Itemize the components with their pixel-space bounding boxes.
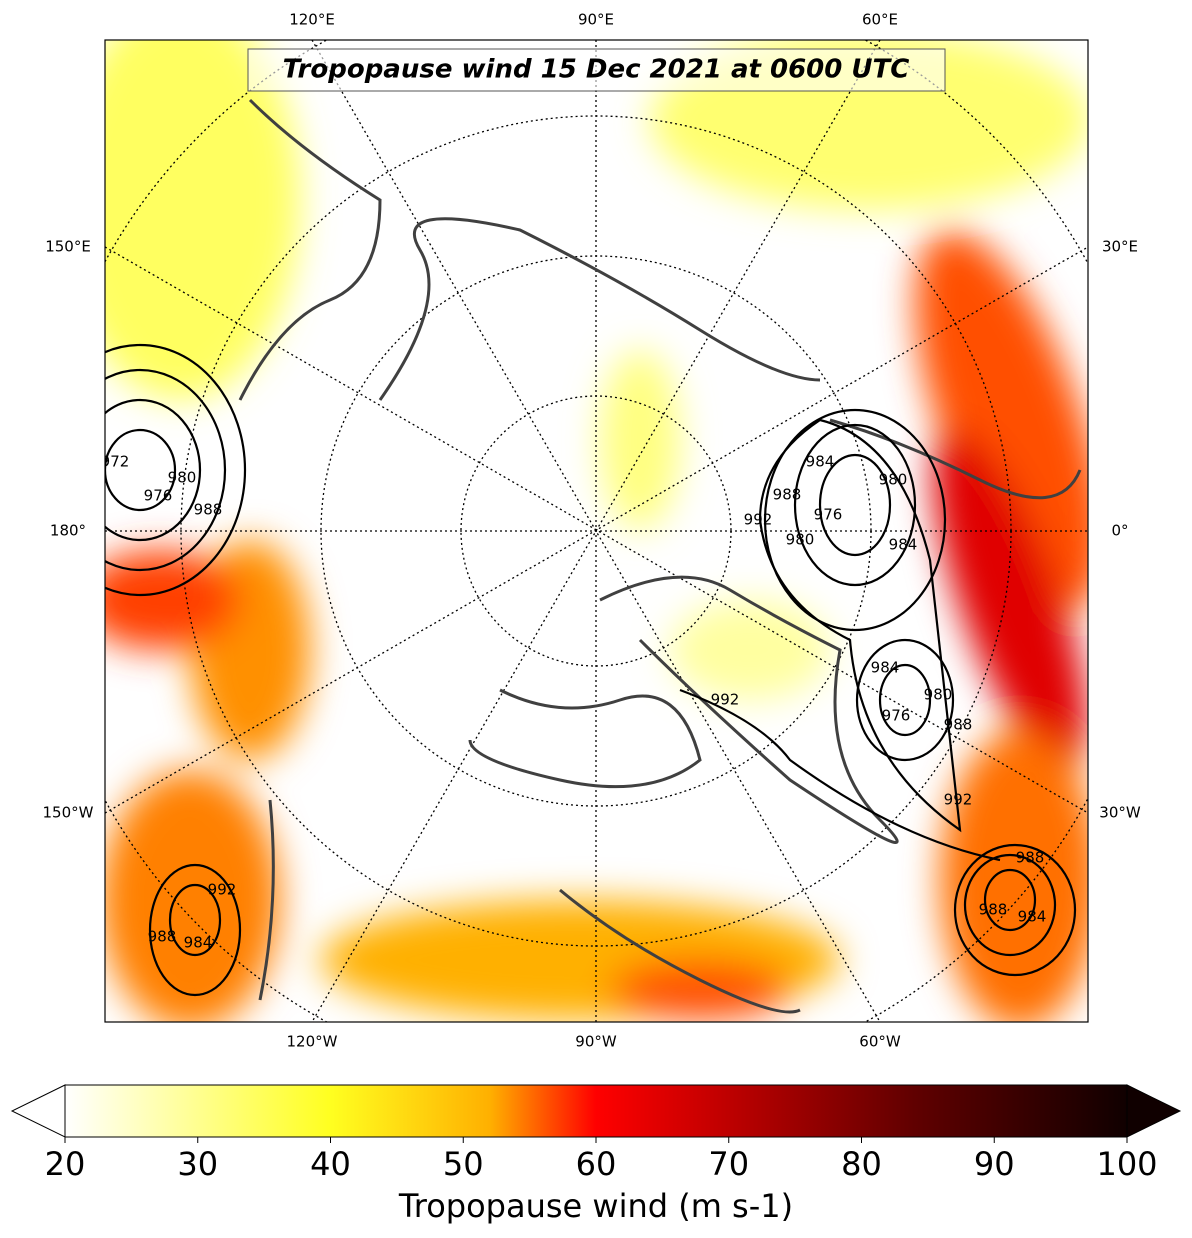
lon-label: 150°E: [45, 238, 91, 256]
lon-label: 120°W: [287, 1033, 338, 1051]
contour-label: 976: [882, 707, 911, 725]
colorbar-tick-label: 70: [708, 1145, 749, 1183]
contour-label: 988: [944, 716, 973, 734]
colorbar-tick-label: 50: [443, 1145, 484, 1183]
contour-label: 984: [871, 659, 900, 677]
colorbar-tick-label: 30: [177, 1145, 218, 1183]
map-title: Tropopause wind 15 Dec 2021 at 0600 UTC: [283, 55, 910, 85]
colorbar-extend-min: [10, 1084, 66, 1138]
colorbar-tick-label: 90: [974, 1145, 1015, 1183]
map-frame: [104, 39, 1089, 1023]
contour-label: 980: [168, 469, 197, 487]
lon-label: 60°E: [862, 11, 898, 29]
lon-label: 90°E: [578, 11, 614, 29]
contour-label: 976: [814, 506, 843, 524]
lon-label: 30°W: [1099, 804, 1141, 822]
title-box: [247, 48, 946, 92]
lon-label: 30°E: [1102, 238, 1138, 256]
colorbar-tick-label: 80: [841, 1145, 882, 1183]
contour-label: 980: [879, 471, 908, 489]
lon-label: 0°: [1111, 522, 1128, 540]
colorbar-extend-max: [1126, 1084, 1182, 1138]
colorbar-tick-label: 60: [576, 1145, 617, 1183]
contour-label: 988: [194, 501, 223, 519]
contour-label: 984: [184, 934, 213, 952]
contour-label: 980: [786, 531, 815, 549]
contour-label: 984: [889, 536, 918, 554]
contour-label: 984: [1018, 908, 1047, 926]
contour-label: 976: [144, 487, 173, 505]
contour-label: 972: [101, 453, 130, 471]
contour-label: 988: [148, 928, 177, 946]
colorbar: [65, 1085, 1127, 1137]
contour-label: 988: [1016, 849, 1045, 867]
lon-label: 60°W: [859, 1033, 901, 1051]
lon-label: 180°: [50, 522, 86, 540]
contour-label: 992: [944, 791, 973, 809]
contour-label: 992: [208, 881, 237, 899]
contour-label: 988: [773, 486, 802, 504]
colorbar-tick-label: 20: [45, 1145, 86, 1183]
lon-label: 150°W: [43, 804, 94, 822]
contour-label: 988: [979, 901, 1008, 919]
colorbar-tick-label: 100: [1096, 1145, 1157, 1183]
colorbar-label: Tropopause wind (m s-1): [398, 1187, 793, 1225]
contour-label: 980: [924, 686, 953, 704]
contour-label: 984: [806, 453, 835, 471]
lon-label: 120°E: [289, 11, 335, 29]
lon-label: 90°W: [575, 1033, 617, 1051]
contour-label: 992: [711, 691, 740, 709]
colorbar-tick-label: 40: [310, 1145, 351, 1183]
contour-label: 992: [744, 511, 773, 529]
